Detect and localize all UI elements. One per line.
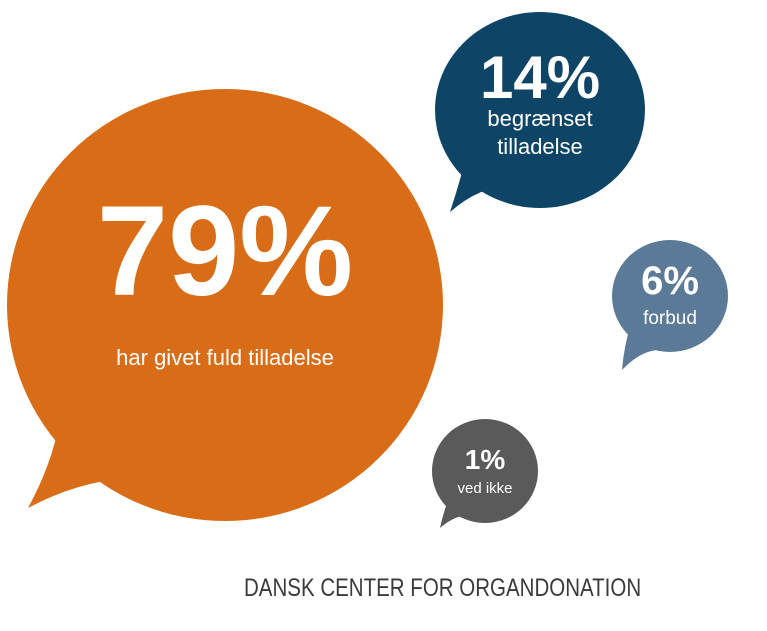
- bubble-shape: [7, 89, 443, 521]
- logo: DANSK CENTER FOR ORGANDONATION: [236, 563, 641, 613]
- data-label-text: har givet fuld tilladelse: [116, 345, 334, 370]
- bubble-shape: [435, 12, 645, 208]
- bubble-6: 6% forbud: [612, 240, 728, 370]
- data-label-text: forbud: [643, 308, 697, 329]
- data-label-value: 6%: [641, 259, 699, 303]
- data-label-value: 1%: [465, 444, 506, 475]
- data-label-text: ved ikke: [457, 480, 512, 497]
- data-label-text: begrænset: [487, 106, 592, 131]
- logo-text: DANSK CENTER FOR ORGANDONATION: [244, 573, 642, 602]
- bubble-shape: [432, 419, 538, 523]
- data-label-value: 79%: [97, 180, 353, 323]
- bubble-14: 14%begrænset tilladelse: [435, 12, 645, 212]
- data-label-text: tilladelse: [497, 134, 583, 159]
- bubble-1: 1% ved ikke: [432, 419, 538, 528]
- bubble-shape: [612, 240, 728, 352]
- bubble-79: 79% har givet fuld tilladelse: [7, 89, 443, 521]
- data-label-value: 14%: [480, 44, 600, 111]
